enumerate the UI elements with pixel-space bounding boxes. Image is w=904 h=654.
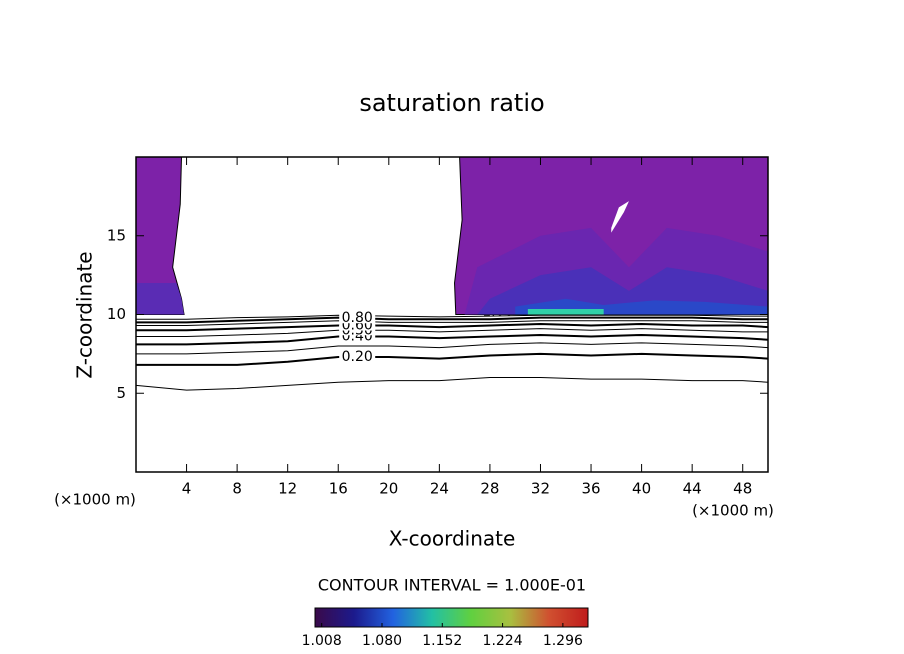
x-tick-label: 36 [581,480,600,498]
x-tick-label: 12 [278,480,297,498]
shaded-region [136,283,185,315]
x-tick-label: 8 [232,480,242,498]
contour-line [135,377,769,391]
y-tick-label: 10 [107,305,126,323]
x-tick-label: 24 [430,480,449,498]
contour-line [136,316,768,324]
chart-title: saturation ratio [359,89,544,117]
colorbar [314,607,589,628]
x-tick-label: 40 [632,480,651,498]
colorbar-tick-label: 1.080 [362,633,402,649]
x-unit-label: (×1000 m) [692,502,774,520]
x-tick-label: 48 [733,480,752,498]
x-axis-label: X-coordinate [389,527,516,551]
x-tick-label: 44 [683,480,702,498]
x-tick-label: 32 [531,480,550,498]
shaded-region [611,201,629,233]
contour-line [136,333,769,346]
x-tick-label: 16 [329,480,348,498]
colorbar-tick-label: 1.296 [543,633,583,649]
contour-line [136,328,768,338]
y-tick-label: 15 [107,226,126,244]
x-tick-label: 20 [379,480,398,498]
y-axis-label: Z-coordinate [73,251,97,378]
colorbar-tick-label: 1.224 [483,633,523,649]
contour-line [136,342,769,355]
contour-line [136,314,768,320]
contour-label: 0.80 [342,310,373,326]
contour-interval: CONTOUR INTERVAL = 1.000E-01 [318,576,586,595]
shaded-region [527,308,604,315]
contour-line [136,352,769,366]
y-tick-label: 5 [116,384,126,402]
x-tick-label: 4 [182,480,192,498]
x-tick-label: 28 [480,480,499,498]
contour-line [136,322,769,332]
contour-label: 0.20 [342,349,373,365]
contour-line [136,320,768,327]
y-unit-label: (×1000 m) [54,491,136,509]
colorbar-tick-label: 1.152 [422,633,462,649]
colorbar-tick-label: 1.008 [302,633,342,649]
